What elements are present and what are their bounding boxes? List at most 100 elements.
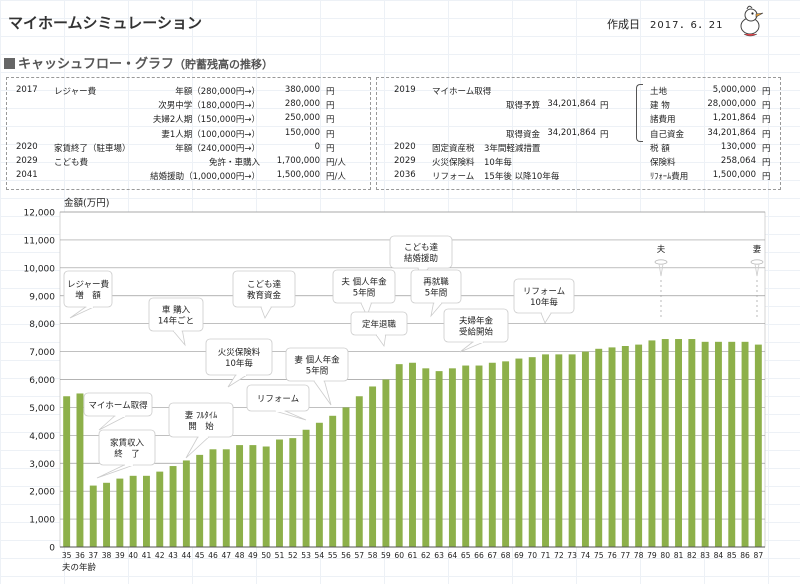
x-tick-label: 35 — [62, 551, 72, 560]
right-row-unit: 円 — [600, 101, 609, 112]
bar — [675, 339, 682, 547]
annotation-callout: リフォーム — [246, 384, 310, 421]
section-heading: キャッシュフロー・グラフ（貯蓄残高の推移） — [4, 53, 273, 72]
right-row-item: 火災保険料 — [432, 158, 475, 168]
annotation-text: 再就職 — [423, 277, 449, 288]
x-tick-label: 63 — [434, 551, 444, 560]
x-tick-label: 49 — [248, 551, 258, 560]
bar — [635, 344, 643, 547]
x-tick-label: 72 — [554, 551, 564, 560]
bar — [222, 449, 230, 547]
x-tick-label: 65 — [461, 551, 471, 560]
annotation-text: 妻 個人年金 — [294, 355, 340, 366]
date-value: 2017．6．21 — [650, 20, 724, 31]
x-tick-label: 76 — [607, 551, 617, 560]
annotation-text: 5年間 — [306, 366, 328, 377]
bar — [714, 341, 722, 547]
x-tick-label: 64 — [448, 551, 458, 560]
y-tick-label: 2,000 — [29, 488, 55, 498]
x-tick-label: 40 — [128, 551, 138, 560]
breakdown-unit: 円 — [762, 87, 771, 97]
x-tick-label: 61 — [408, 551, 418, 560]
x-tick-label: 57 — [354, 551, 364, 560]
bar — [103, 482, 111, 547]
right-row-item: マイホーム取得 — [432, 87, 492, 97]
annotation-text: 教育資金 — [247, 290, 282, 301]
right-row-amount: 34,201,864 — [547, 127, 596, 138]
bar — [555, 354, 563, 547]
bar — [116, 478, 124, 547]
bar — [249, 445, 257, 547]
bar — [196, 454, 204, 547]
right-row-desc: 15年後 以降10年毎 — [484, 172, 560, 183]
breakdown-unit: 円 — [762, 172, 771, 183]
bar — [236, 445, 244, 547]
bar — [262, 446, 270, 547]
x-tick-label: 79 — [647, 551, 657, 560]
bar — [475, 365, 483, 547]
annotation-text: 定年退職 — [362, 319, 397, 330]
x-axis-label: 夫の年齢 — [62, 562, 97, 573]
left-row-year: 2029 — [16, 156, 38, 166]
x-tick-label: 52 — [288, 551, 298, 560]
breakdown-amount: 28,000,000 — [707, 99, 756, 110]
left-row-desc: 年額（280,000円→） — [175, 87, 260, 97]
annotation-text: 夫 個人年金 — [341, 277, 387, 288]
bar — [209, 449, 217, 547]
bar — [302, 429, 310, 547]
bar — [289, 438, 297, 547]
left-row-item: レジャー費 — [54, 87, 97, 97]
right-row-year: 2019 — [394, 85, 416, 95]
right-row-desc: 3年間軽減措置 — [484, 143, 541, 154]
left-row-unit: 円 — [326, 101, 335, 112]
right-row-amount: 34,201,864 — [547, 99, 596, 110]
breakdown-unit: 円 — [762, 158, 771, 168]
bar — [608, 347, 616, 547]
breakdown-amount: 5,000,000 — [712, 85, 756, 95]
bar — [661, 339, 669, 547]
x-tick-label: 70 — [527, 551, 537, 560]
y-tick-label: 4,000 — [29, 432, 55, 442]
annotation-text: レジャー費 — [67, 279, 110, 290]
bar — [701, 341, 709, 547]
bar — [395, 364, 403, 547]
annotation-text: マイホーム取得 — [88, 400, 148, 411]
x-tick-label: 56 — [341, 551, 351, 560]
bar — [488, 362, 496, 547]
right-row-desc: 10年毎 — [484, 158, 512, 168]
y-tick-label: 8,000 — [29, 320, 55, 330]
x-tick-label: 38 — [102, 551, 112, 560]
right-row-item: 固定資産税 — [432, 143, 475, 154]
left-row-year: 2020 — [16, 141, 38, 152]
left-row-amount: 150,000 — [284, 127, 320, 138]
left-row-amount: 380,000 — [284, 85, 320, 95]
left-row-amount: 250,000 — [284, 113, 320, 124]
breakdown-amount: 258,064 — [720, 156, 756, 166]
left-row-desc: 次男中学（180,000円→） — [158, 101, 260, 112]
x-tick-label: 60 — [394, 551, 404, 560]
x-tick-label: 53 — [301, 551, 311, 560]
y-tick-label: 1,000 — [29, 516, 55, 526]
breakdown-unit: 円 — [762, 115, 771, 126]
left-row-amount: 0 — [314, 141, 320, 152]
breakdown-bracket — [636, 84, 643, 142]
left-row-desc: 夫婦2人期（150,000円→） — [152, 115, 260, 126]
annotation-text: 5年間 — [353, 288, 375, 299]
right-row-year: 2036 — [394, 170, 416, 181]
bar — [435, 371, 443, 547]
y-tick-label: 10,000 — [24, 264, 56, 274]
left-row-amount: 1,500,000 — [276, 170, 320, 181]
bar — [369, 386, 377, 547]
left-row-desc: 妻1人期（100,000円→） — [161, 129, 260, 140]
left-row-year: 2041 — [16, 170, 38, 181]
left-row-amount: 280,000 — [284, 99, 320, 110]
bar — [688, 339, 696, 547]
left-row-year: 2017 — [16, 85, 38, 95]
x-tick-label: 77 — [620, 551, 630, 560]
x-tick-label: 67 — [487, 551, 497, 560]
x-tick-label: 39 — [115, 551, 125, 560]
